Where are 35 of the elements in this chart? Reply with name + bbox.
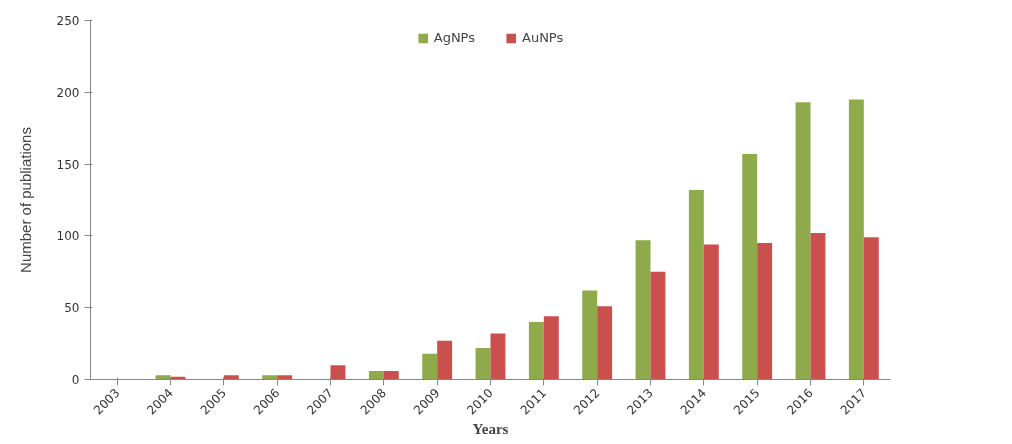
- y-tick-label: 50: [64, 301, 80, 316]
- bar: [703, 244, 719, 380]
- bar: [795, 102, 811, 380]
- bar: [810, 233, 826, 380]
- y-tick-label: 200: [56, 85, 80, 100]
- y-tick-label: 150: [56, 157, 80, 172]
- legend-label: AgNPs: [433, 30, 476, 45]
- legend-label: AuNPs: [522, 30, 564, 45]
- bar: [688, 189, 704, 380]
- bar: [543, 316, 559, 380]
- bar: [582, 290, 598, 380]
- bar: [635, 240, 651, 380]
- bar: [368, 370, 384, 380]
- bar: [863, 237, 879, 380]
- y-tick-label: 250: [56, 14, 80, 28]
- bar: [262, 375, 278, 380]
- bar: [490, 333, 506, 380]
- bar: [155, 375, 171, 380]
- bar: [650, 271, 666, 380]
- bar: [277, 375, 293, 380]
- x-axis-title: Years: [472, 421, 509, 438]
- y-tick-label: 0: [71, 373, 80, 387]
- bar: [848, 99, 864, 380]
- bar: [422, 353, 438, 380]
- bar: [528, 322, 544, 380]
- bar: [475, 347, 491, 380]
- bar: [597, 306, 613, 380]
- bar: [383, 370, 399, 380]
- bar: [742, 154, 758, 380]
- y-tick-label: 100: [56, 229, 80, 244]
- bar: [223, 375, 239, 380]
- bar: [757, 243, 773, 380]
- bar: [330, 365, 346, 380]
- y-axis-title: Number of publiations: [16, 127, 34, 273]
- bar: [437, 340, 453, 380]
